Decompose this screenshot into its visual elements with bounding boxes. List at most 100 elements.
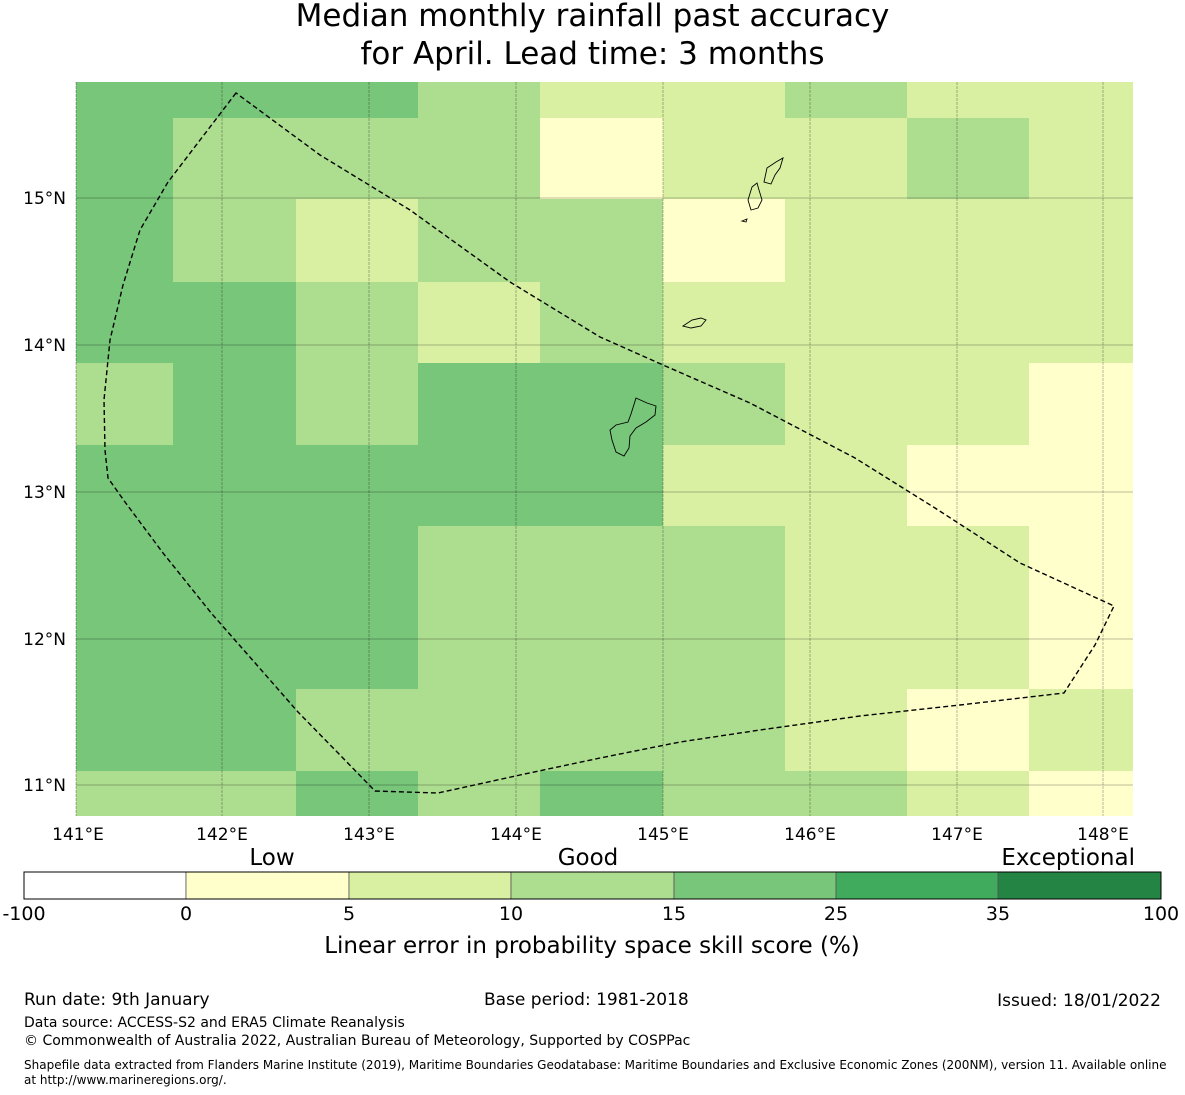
grid-cell bbox=[76, 118, 173, 199]
grid-cell bbox=[418, 363, 540, 445]
grid-cell bbox=[173, 771, 296, 816]
legend-category-good: Good bbox=[558, 845, 619, 871]
map-title-line-1: Median monthly rainfall past accuracy bbox=[295, 0, 890, 34]
grid-cell bbox=[785, 526, 907, 608]
grid-cell bbox=[540, 82, 663, 118]
grid-cell bbox=[663, 363, 785, 445]
copyright-notice: © Commonwealth of Australia 2022, Austra… bbox=[24, 1033, 691, 1049]
grid-cell bbox=[418, 689, 540, 771]
colorbar-tick-label: 0 bbox=[180, 903, 192, 925]
grid-cell bbox=[418, 118, 540, 199]
grid-cell bbox=[907, 199, 1029, 282]
grid-cell bbox=[76, 771, 173, 816]
legend-category-exceptional: Exceptional bbox=[1001, 845, 1135, 871]
grid-cell bbox=[663, 445, 785, 526]
latitude-tick-labels: 15°N 14°N 13°N 12°N 11°N bbox=[23, 189, 66, 796]
grid-cell bbox=[76, 445, 173, 526]
colorbar-tick-labels: -100 0 5 10 15 25 35 100 bbox=[2, 903, 1179, 925]
grid-cell bbox=[296, 608, 418, 689]
grid-cell bbox=[418, 199, 540, 282]
grid-cell bbox=[785, 199, 907, 282]
guam-island bbox=[609, 397, 657, 457]
grid-cell bbox=[785, 771, 907, 816]
colorbar bbox=[23, 871, 1162, 900]
grid-cell bbox=[76, 282, 173, 363]
grid-cell bbox=[663, 118, 785, 199]
grid-cell bbox=[173, 118, 296, 199]
grid-cell bbox=[907, 526, 1029, 608]
longitude-label: 143°E bbox=[343, 825, 395, 845]
legend-category-low: Low bbox=[249, 845, 294, 871]
grid-cell bbox=[907, 445, 1029, 526]
latitude-label: 11°N bbox=[23, 776, 66, 796]
grid-cell bbox=[173, 282, 296, 363]
grid-cell bbox=[540, 118, 663, 199]
grid-cell bbox=[540, 689, 663, 771]
grid-cell bbox=[296, 771, 418, 816]
latitude-label: 12°N bbox=[23, 630, 66, 650]
grid-cell bbox=[540, 199, 663, 282]
colorbar-outline bbox=[23, 871, 1162, 900]
grid-cell bbox=[173, 445, 296, 526]
colorbar-tick-label: 100 bbox=[1143, 903, 1179, 925]
grid-cell bbox=[663, 82, 785, 118]
grid-cell bbox=[1029, 82, 1133, 118]
grid-cell bbox=[76, 689, 173, 771]
longitude-label: 147°E bbox=[931, 825, 983, 845]
longitude-label: 148°E bbox=[1077, 825, 1129, 845]
grid-cell bbox=[1029, 282, 1133, 363]
latitude-label: 13°N bbox=[23, 483, 66, 503]
grid-cell bbox=[907, 82, 1029, 118]
colorbar-segment bbox=[510, 871, 675, 900]
grid-cell bbox=[907, 363, 1029, 445]
grid-cell bbox=[418, 282, 540, 363]
grid-cell bbox=[785, 445, 907, 526]
grid-cell bbox=[1029, 199, 1133, 282]
grid-cell bbox=[663, 771, 785, 816]
colorbar-segment bbox=[185, 871, 350, 900]
colorbar-tick-label: 15 bbox=[662, 903, 686, 925]
shapefile-citation: Shapefile data extracted from Flanders M… bbox=[24, 1058, 1167, 1087]
grid-cell bbox=[76, 199, 173, 282]
grid-cell bbox=[296, 363, 418, 445]
grid-cell bbox=[173, 526, 296, 608]
graticule bbox=[75, 82, 1133, 816]
tinian-island bbox=[747, 182, 763, 211]
grid-cell bbox=[663, 199, 785, 282]
legend-category-labels: Low Good Exceptional bbox=[249, 845, 1135, 871]
grid-cell bbox=[663, 526, 785, 608]
grid-cell bbox=[785, 689, 907, 771]
grid-cell bbox=[663, 689, 785, 771]
eez-boundary bbox=[103, 92, 1115, 794]
grid-cell bbox=[1029, 445, 1133, 526]
grid-cell bbox=[1029, 771, 1133, 816]
colorbar-tick-label: 10 bbox=[499, 903, 523, 925]
grid-cell bbox=[173, 82, 296, 118]
data-source: Data source: ACCESS-S2 and ERA5 Climate … bbox=[24, 1015, 405, 1031]
run-date: Run date: 9th January bbox=[24, 990, 210, 1010]
colorbar-tick-label: 35 bbox=[986, 903, 1010, 925]
colorbar-segment bbox=[835, 871, 999, 900]
grid-cell bbox=[76, 526, 173, 608]
grid-cell bbox=[785, 118, 907, 199]
grid-cell bbox=[173, 363, 296, 445]
grid-cell bbox=[540, 526, 663, 608]
grid-cell bbox=[296, 282, 418, 363]
grid-cell bbox=[785, 82, 907, 118]
grid-cell bbox=[907, 771, 1029, 816]
longitude-label: 145°E bbox=[637, 825, 689, 845]
latitude-label: 14°N bbox=[23, 336, 66, 356]
base-period: Base period: 1981-2018 bbox=[484, 990, 689, 1010]
grid-cell bbox=[76, 82, 173, 118]
grid-cell bbox=[173, 689, 296, 771]
longitude-label: 144°E bbox=[490, 825, 542, 845]
grid-cell bbox=[1029, 526, 1133, 608]
grid-cell bbox=[76, 363, 173, 445]
rota-island bbox=[681, 317, 707, 329]
colorbar-segment bbox=[348, 871, 512, 900]
grid-cell bbox=[540, 771, 663, 816]
grid-cell bbox=[76, 608, 173, 689]
grid-cell bbox=[1029, 118, 1133, 199]
grid-cell bbox=[173, 608, 296, 689]
grid-cell bbox=[418, 445, 540, 526]
